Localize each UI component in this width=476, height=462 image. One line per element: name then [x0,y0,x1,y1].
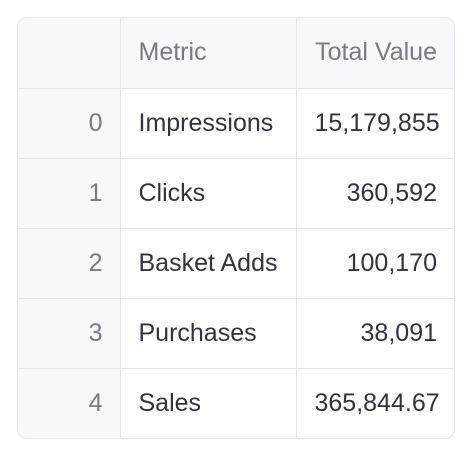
total-value-cell[interactable]: 365,844.67 [314,388,440,417]
row-index: 0 [18,88,121,159]
total-value-cell[interactable]: 15,179,855 [296,88,454,159]
row-index: 1 [18,158,121,229]
metric-cell[interactable]: Basket Adds [120,228,297,299]
metrics-table: Metric Total Value 0 Impressions 15,179,… [18,18,454,438]
table-row: 3 Purchases 38,091 [18,298,454,369]
table-row: 4 Sales 365,844.67 [18,368,454,438]
metric-column-header[interactable]: Metric [120,18,297,89]
metric-cell[interactable]: Clicks [120,158,297,229]
metrics-dataframe: Metric Total Value 0 Impressions 15,179,… [17,17,455,439]
table-row: 2 Basket Adds 100,170 [18,228,454,299]
total-value-column-header[interactable]: Total Value [296,18,454,89]
table-row: 1 Clicks 360,592 [18,158,454,229]
row-index: 2 [18,228,121,299]
total-value-cell[interactable]: 360,592 [296,158,454,229]
total-value-cell[interactable]: 38,091 [296,298,454,369]
row-index: 4 [18,368,121,438]
metric-cell[interactable]: Purchases [120,298,297,369]
table-row: 0 Impressions 15,179,855 [18,88,454,159]
metric-cell[interactable]: Impressions [120,88,297,159]
metric-cell[interactable]: Sales [120,368,297,438]
row-index: 3 [18,298,121,369]
index-column-header[interactable] [18,18,121,89]
total-value-cell[interactable]: 100,170 [296,228,454,299]
table-header-row: Metric Total Value [18,18,454,89]
